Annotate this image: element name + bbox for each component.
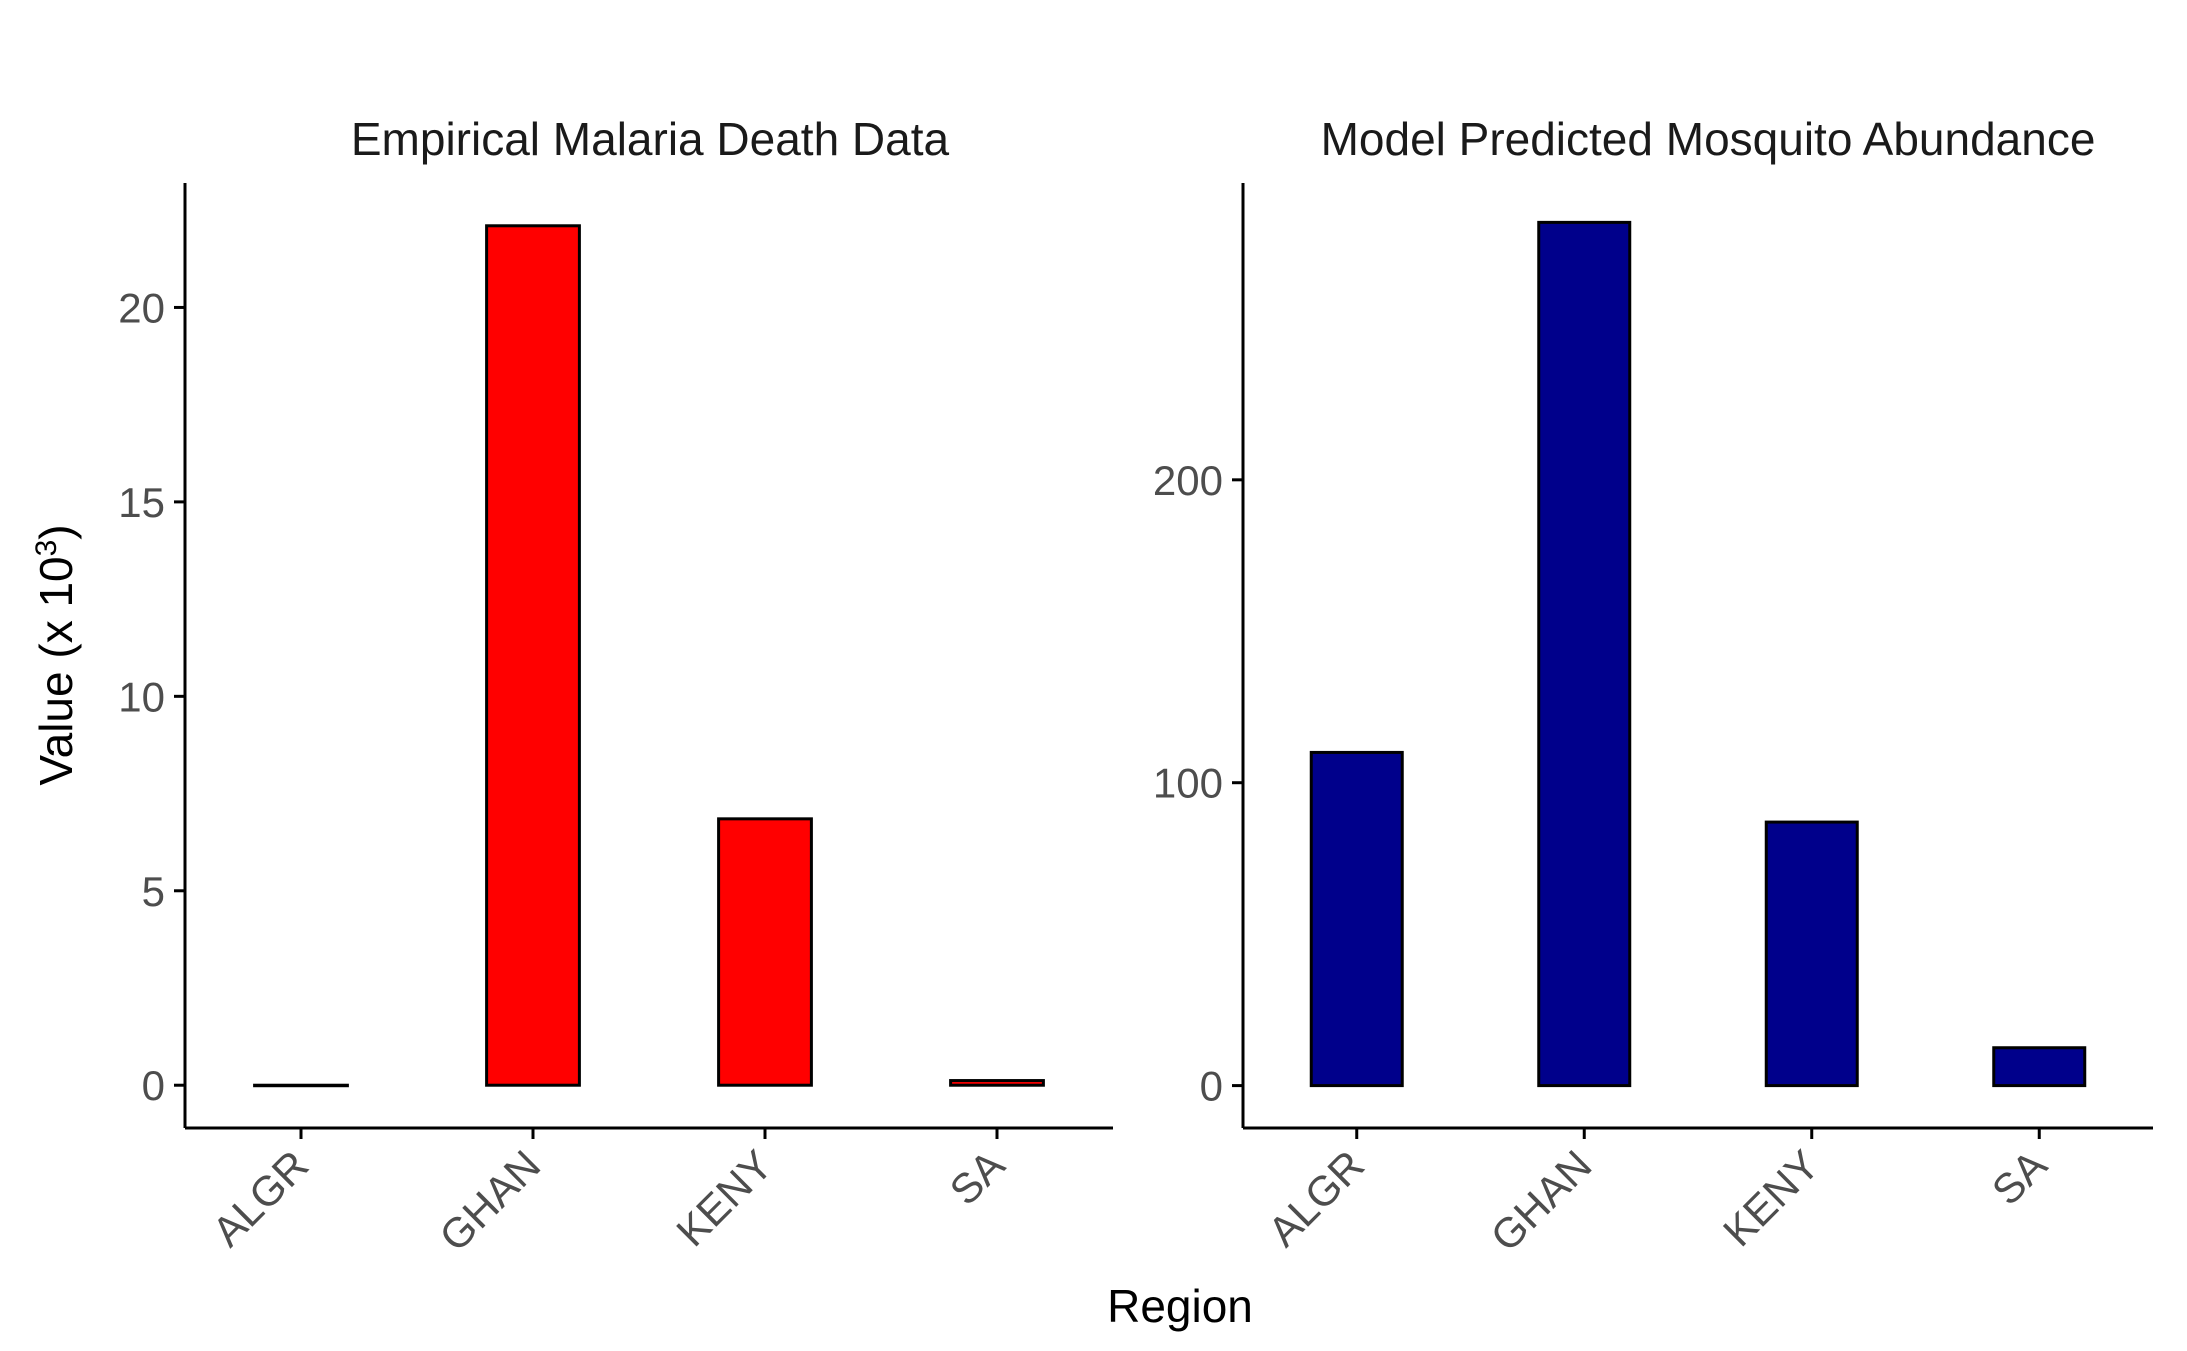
y-tick-label: 10 bbox=[118, 673, 165, 720]
bar-algr bbox=[253, 1083, 349, 1088]
bar-sa bbox=[949, 1079, 1045, 1087]
bar-algr bbox=[1309, 750, 1404, 1088]
y-axis-title-exponent: 3 bbox=[30, 540, 63, 557]
bar-ghan bbox=[485, 224, 581, 1087]
y-tick-label: 0 bbox=[1200, 1063, 1223, 1110]
bar-keny bbox=[1764, 820, 1859, 1088]
panel-title: Empirical Malaria Death Data bbox=[351, 113, 950, 165]
x-axis-title: Region bbox=[1107, 1280, 1253, 1332]
panel-title: Model Predicted Mosquito Abundance bbox=[1321, 113, 2096, 165]
y-axis-title-suffix: ) bbox=[30, 524, 82, 539]
y-tick-label: 200 bbox=[1153, 457, 1223, 504]
y-axis-title-prefix: Value (x 10 bbox=[30, 556, 82, 785]
y-axis-title: Value (x 103) bbox=[30, 524, 82, 785]
bar-ghan bbox=[1537, 220, 1632, 1088]
y-tick-label: 0 bbox=[142, 1062, 165, 1109]
y-tick-label: 100 bbox=[1153, 760, 1223, 807]
y-tick-label: 20 bbox=[118, 284, 165, 331]
y-tick-label: 15 bbox=[118, 479, 165, 526]
bar-sa bbox=[1992, 1046, 2087, 1088]
y-tick-label: 5 bbox=[142, 868, 165, 915]
bar-keny bbox=[717, 817, 813, 1087]
